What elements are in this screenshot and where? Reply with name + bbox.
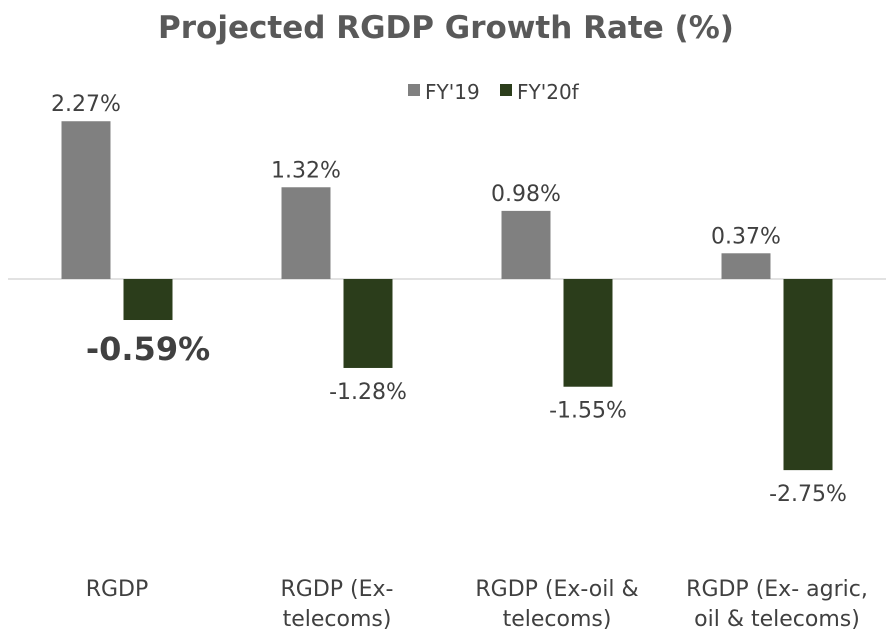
legend: FY'19 FY'20f xyxy=(408,80,580,104)
bar-fy19-2 xyxy=(501,210,551,279)
data-label-fy20f-2: -1.55% xyxy=(549,399,627,424)
bar-fy19-0 xyxy=(61,121,111,279)
chart-title: Projected RGDP Growth Rate (%) xyxy=(158,10,734,46)
category-label-0-line-0: RGDP xyxy=(86,577,149,602)
bars-group xyxy=(61,121,833,471)
category-labels-group: RGDP RGDP (Ex-telecoms) RGDP (Ex-oil & tele… xyxy=(86,577,868,632)
data-label-fy20f-0: -0.59% xyxy=(86,330,210,368)
bar-fy19-1 xyxy=(281,187,331,279)
category-label-1-line-1: telecoms) xyxy=(283,607,392,632)
bar-fy20f-3 xyxy=(783,279,833,471)
category-label-3-line-1: oil & telecoms) xyxy=(694,607,860,632)
category-label-2-line-1: telecoms) xyxy=(503,607,612,632)
category-label-1-line-0: RGDP (Ex- xyxy=(281,577,394,602)
data-label-fy20f-3: -2.75% xyxy=(769,482,847,507)
data-label-fy20f-1: -1.28% xyxy=(329,380,407,405)
legend-swatch-fy20f xyxy=(500,84,512,96)
category-label-3-line-0: RGDP (Ex- agric, xyxy=(686,577,868,602)
bar-fy20f-2 xyxy=(563,279,613,387)
legend-swatch-fy19 xyxy=(408,84,420,96)
bar-fy20f-1 xyxy=(343,279,393,368)
data-labels-group: 2.27% -0.59% 1.32% -1.28% 0.98% -1.55% 0.37% -2… xyxy=(51,92,847,507)
category-label-2-line-0: RGDP (Ex-oil & xyxy=(475,577,638,602)
data-label-fy19-2: 0.98% xyxy=(491,182,561,207)
data-label-fy19-3: 0.37% xyxy=(711,224,781,249)
data-label-fy19-1: 1.32% xyxy=(271,158,341,183)
legend-label-fy20f: FY'20f xyxy=(517,80,580,104)
legend-label-fy19: FY'19 xyxy=(425,80,480,104)
bar-fy19-3 xyxy=(721,253,771,279)
bar-fy20f-0 xyxy=(123,279,173,321)
data-label-fy19-0: 2.27% xyxy=(51,92,121,117)
